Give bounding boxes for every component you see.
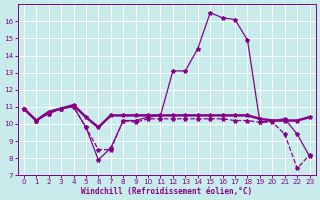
- X-axis label: Windchill (Refroidissement éolien,°C): Windchill (Refroidissement éolien,°C): [81, 187, 252, 196]
